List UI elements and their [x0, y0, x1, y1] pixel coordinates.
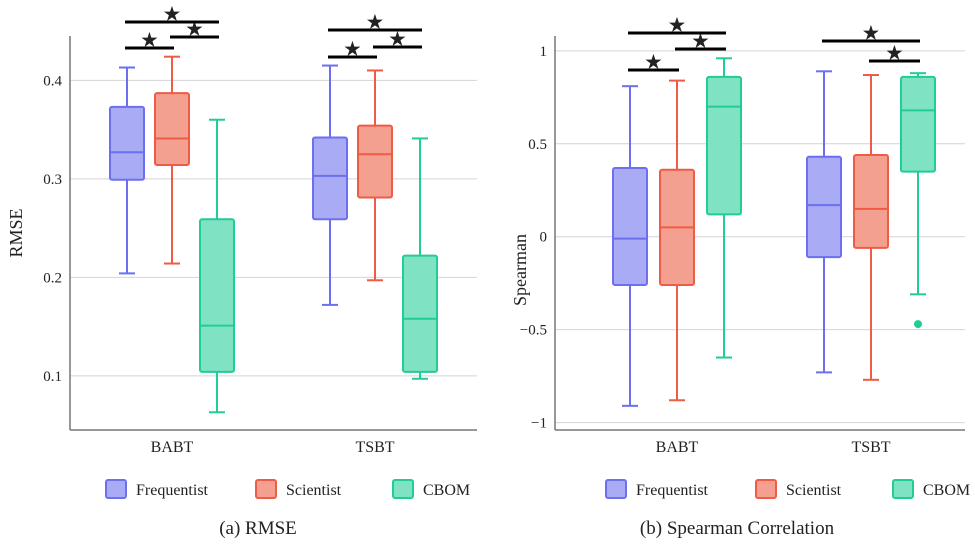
box-cbom: [900, 75, 936, 173]
box-frequentist: [806, 155, 842, 259]
box-cbom: [706, 75, 742, 216]
y-tick-label: 0.2: [43, 270, 62, 286]
caption-rmse: (a) RMSE: [219, 518, 297, 539]
box-frequentist: [612, 166, 648, 287]
y-tick-label: −0.5: [520, 323, 547, 339]
y-tick-label: 0: [540, 230, 548, 246]
y-tick-label: −1: [531, 416, 547, 432]
significance-star: ★: [141, 30, 158, 50]
significance-star: ★: [645, 52, 662, 72]
significance-star: ★: [692, 31, 709, 51]
legend-swatch: [255, 479, 277, 499]
x-tick-label: TSBT: [851, 439, 890, 456]
legend-label: Frequentist: [636, 482, 709, 499]
legend-swatch: [755, 479, 777, 499]
legend-swatch: [392, 479, 414, 499]
y-tick-label: 0.5: [528, 137, 547, 153]
significance-star: ★: [886, 43, 903, 63]
outlier-point: [914, 320, 922, 329]
box-scientist: [853, 153, 889, 249]
caption-spearman: (b) Spearman Correlation: [640, 518, 835, 539]
legend-swatch: [605, 479, 627, 499]
legend-label: Scientist: [786, 482, 842, 499]
legend-label: CBOM: [923, 482, 970, 499]
legend-label: Frequentist: [136, 482, 209, 499]
significance-star: ★: [389, 29, 406, 49]
significance-star: ★: [186, 19, 203, 39]
box-cbom: [402, 254, 438, 373]
y-tick-label: 0.1: [43, 369, 62, 385]
legend-label: Scientist: [286, 482, 342, 499]
significance-star: ★: [367, 12, 384, 32]
significance-star: ★: [344, 39, 361, 59]
legend-swatch: [892, 479, 914, 499]
significance-star: ★: [863, 23, 880, 43]
box-scientist: [357, 124, 393, 199]
box-scientist: [154, 92, 190, 167]
chart-spearman: −1 −0.5 0 0.5 1 Spearman BABT TSBT ★ ★ ★ ★ ★ Frequent…: [510, 15, 970, 499]
significance-star: ★: [669, 15, 686, 35]
box-frequentist: [109, 105, 145, 181]
y-tick-label: 0.4: [43, 73, 62, 89]
y-axis-label: Spearman: [510, 234, 530, 306]
significance-star: ★: [164, 4, 181, 24]
y-tick-label: 1: [540, 44, 548, 60]
box-cbom: [199, 218, 235, 373]
legend-swatch: [105, 479, 127, 499]
legend-label: CBOM: [423, 482, 470, 499]
x-tick-label: TSBT: [355, 439, 394, 456]
box-frequentist: [312, 136, 348, 221]
y-axis-label: RMSE: [6, 208, 26, 257]
x-tick-label: BABT: [151, 439, 194, 456]
y-tick-label: 0.3: [43, 172, 62, 188]
x-tick-label: BABT: [656, 439, 699, 456]
